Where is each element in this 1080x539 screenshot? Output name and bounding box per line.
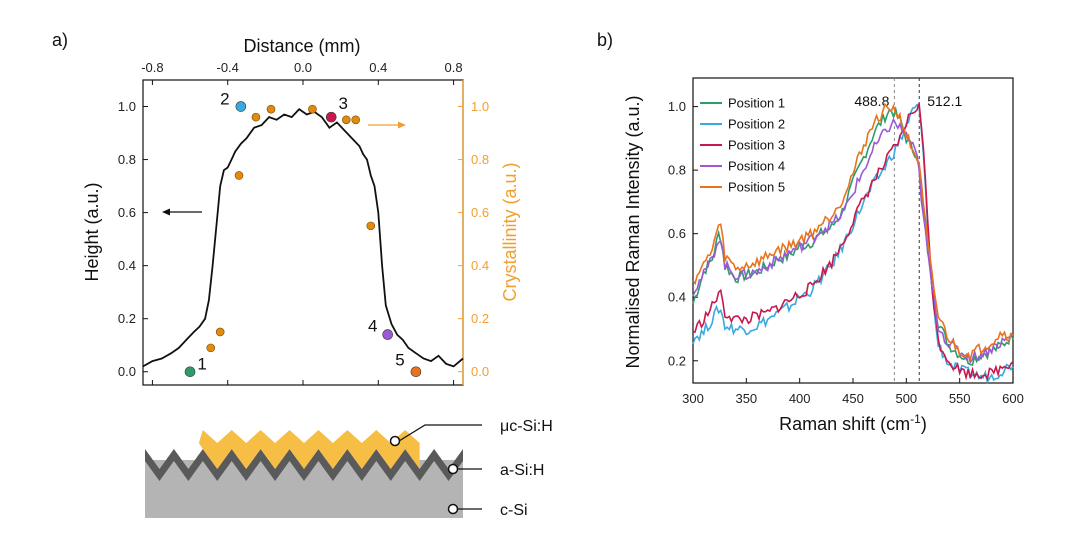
mu-c-si-label: μc-Si:H [500, 418, 553, 435]
x-tick-label: 500 [895, 391, 917, 406]
legend-label: Position 1 [728, 96, 785, 111]
crystallinity-point [308, 104, 317, 114]
legend: Position 1 Position 2 Position 3 Position 4… [700, 96, 785, 195]
panel-a-y2-ticks: 0.0 0.2 0.4 0.6 0.8 1.0 [458, 80, 489, 385]
raman-series [692, 102, 1014, 385]
y-tick-label: 1.0 [668, 99, 686, 114]
x-tick-label: 300 [682, 391, 704, 406]
position-5-label: 5 [395, 351, 404, 370]
a-si-label: a-Si:H [500, 462, 544, 479]
panel-a-y-axis-label: Height (a.u.) [82, 182, 102, 281]
y-tick-label: 0.8 [668, 163, 686, 178]
x-label-sup: -1 [910, 412, 921, 426]
crystallinity-point [351, 115, 361, 125]
series-5-line [692, 102, 1014, 363]
crystallinity-point [215, 327, 225, 337]
panel-a-plot-frame [142, 79, 464, 386]
x-tick-label: 0.4 [369, 60, 387, 75]
y2-tick-label: 1.0 [471, 99, 489, 114]
x-label-end: ) [921, 414, 927, 434]
x-tick-label: 0.8 [445, 60, 463, 75]
panel-b-y-axis-label: Normalised Raman Intensity (a.u.) [623, 95, 643, 368]
panel-b-x-ticks: 300 350 400 450 500 550 600 [682, 378, 1024, 406]
x-tick-label: 600 [1002, 391, 1024, 406]
legend-label: Position 4 [728, 159, 785, 174]
y-tick-label: 0.4 [118, 258, 136, 273]
layer-schematic: μc-Si:H a-Si:H c-Si [145, 418, 553, 519]
y2-tick-label: 0.2 [471, 311, 489, 326]
x-tick-label: 350 [735, 391, 757, 406]
y-tick-label: 0.2 [668, 353, 686, 368]
mu-c-si-layer [198, 430, 420, 469]
y-tick-label: 0.4 [668, 290, 686, 305]
y-tick-label: 0.6 [668, 226, 686, 241]
panel-a-y2-axis-label: Crystallinity (a.u.) [500, 162, 520, 301]
c-si-callout: c-Si [447, 502, 528, 519]
crystallinity-point [206, 343, 216, 353]
x-tick-label: 400 [789, 391, 811, 406]
x-tick-label: 550 [949, 391, 971, 406]
panel-a-label: a) [52, 30, 68, 50]
x-tick-label: -0.8 [141, 60, 163, 75]
position-1-point [184, 366, 196, 378]
height-profile-line [142, 108, 464, 368]
position-2-label: 2 [220, 90, 229, 109]
x-tick-label: 450 [842, 391, 864, 406]
y-tick-label: 0.6 [118, 205, 136, 220]
peak-markers: 488.8 512.1 [854, 78, 962, 383]
y-tick-label: 0.8 [118, 152, 136, 167]
x-tick-label: 0.0 [294, 60, 312, 75]
crystallinity-point [266, 104, 276, 114]
peak-label-512.1: 512.1 [927, 93, 962, 109]
panel-a-y-ticks: 0.0 0.2 0.4 0.6 0.8 1.0 [118, 99, 148, 379]
legend-label: Position 5 [728, 180, 785, 195]
y2-tick-label: 0.4 [471, 258, 489, 273]
x-tick-label: -0.4 [217, 60, 239, 75]
y2-tick-label: 0.8 [471, 152, 489, 167]
series-3-line [693, 103, 1014, 381]
crystallinity-point [366, 221, 376, 231]
height-axis-arrow [162, 208, 202, 216]
panel-b-x-axis-label: Raman shift (cm-1) [779, 412, 927, 434]
panel-a-x-ticks: -0.8 -0.4 0.0 0.4 0.8 [141, 60, 463, 385]
legend-label: Position 3 [728, 138, 785, 153]
c-si-label: c-Si [500, 502, 528, 519]
a-si-layer [145, 449, 463, 481]
crystallinity-point [234, 171, 244, 180]
x-label-main: Raman shift (cm [779, 414, 910, 434]
panel-a-plot-border [142, 79, 464, 386]
y-tick-label: 0.0 [118, 364, 136, 379]
position-5-point [410, 366, 422, 378]
legend-label: Position 2 [728, 117, 785, 132]
position-1-label: 1 [197, 355, 206, 374]
position-4-point [382, 329, 394, 340]
a-si-callout: a-Si:H [447, 462, 544, 479]
y2-tick-label: 0.0 [471, 364, 489, 379]
position-4-label: 4 [368, 317, 377, 336]
panel-b-y-ticks: 0.2 0.4 0.6 0.8 1.0 [668, 99, 698, 368]
position-2-point [235, 101, 247, 112]
position-points: 1 2 3 45 [184, 90, 422, 378]
peak-label-488.8: 488.8 [854, 93, 889, 109]
y-tick-label: 0.2 [118, 311, 136, 326]
position-3-label: 3 [339, 94, 348, 113]
mu-c-si-callout: μc-Si:H [389, 418, 553, 447]
crystallinity-points [206, 104, 376, 353]
y-tick-label: 1.0 [118, 99, 136, 114]
crystallinity-axis-arrow [368, 121, 406, 129]
y2-tick-label: 0.6 [471, 205, 489, 220]
top-axis-title: Distance (mm) [243, 36, 360, 56]
position-3-point [325, 111, 337, 123]
crystallinity-point [341, 115, 351, 125]
crystallinity-point [251, 112, 261, 122]
panel-b-label: b) [597, 30, 613, 50]
